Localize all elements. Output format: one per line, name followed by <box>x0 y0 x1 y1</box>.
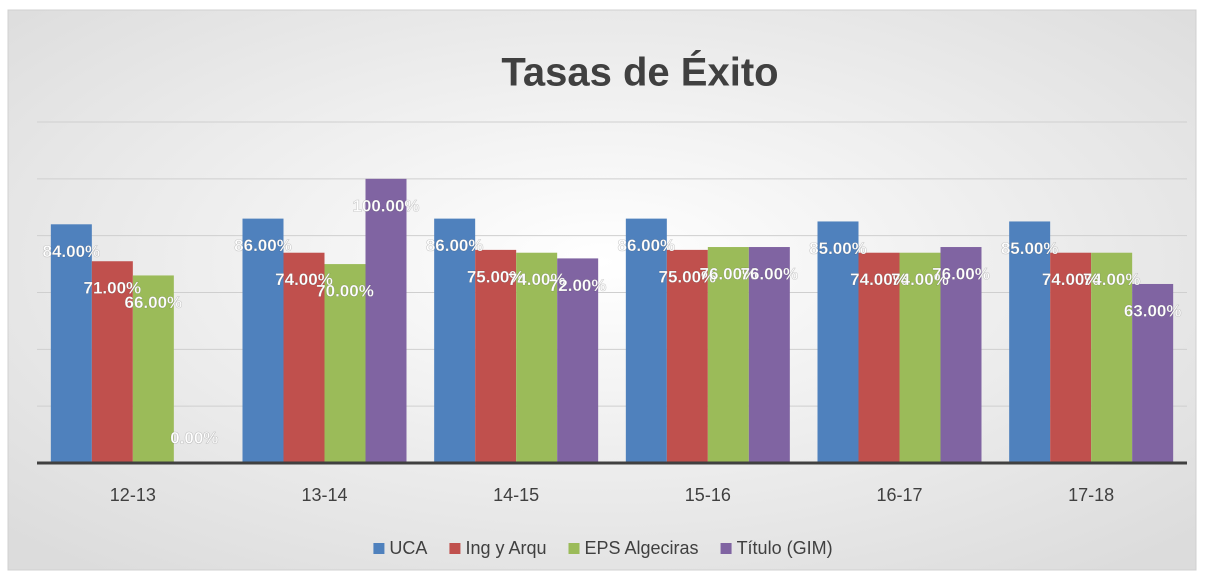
data-label: 72.00% <box>549 276 607 295</box>
bar <box>666 249 708 463</box>
legend-label: Ing y Arqu <box>465 538 546 558</box>
bar <box>132 275 174 463</box>
x-tick-label: 15-16 <box>685 485 731 505</box>
bar <box>858 252 900 463</box>
data-label: 70.00% <box>316 282 374 301</box>
data-label: 74.00% <box>1042 270 1100 289</box>
legend-swatch <box>373 543 385 554</box>
x-tick-label: 13-14 <box>301 485 347 505</box>
data-label: 100.00% <box>352 196 419 215</box>
data-label: 85.00% <box>809 239 867 258</box>
legend-swatch <box>720 543 732 554</box>
data-label: 75.00% <box>467 267 525 286</box>
data-label: 74.00% <box>508 270 566 289</box>
bar <box>899 252 941 463</box>
chart-background <box>7 9 1197 571</box>
data-label: 86.00% <box>426 236 484 255</box>
legend-swatch <box>568 543 580 554</box>
bar <box>1050 252 1092 463</box>
x-tick-label: 16-17 <box>876 485 922 505</box>
data-label: 75.00% <box>658 267 716 286</box>
bar <box>1009 221 1051 463</box>
data-label: 63.00% <box>1124 301 1182 320</box>
bar <box>748 247 790 463</box>
data-label: 85.00% <box>1001 239 1059 258</box>
bar <box>516 252 558 463</box>
data-label: 76.00% <box>699 265 757 284</box>
bar <box>283 252 325 463</box>
bar <box>817 221 859 463</box>
bar <box>475 249 517 463</box>
x-tick-label: 17-18 <box>1068 485 1114 505</box>
x-tick-label: 14-15 <box>493 485 539 505</box>
chart-title: Tasas de Éxito <box>501 50 778 95</box>
bar <box>557 258 599 463</box>
data-label: 71.00% <box>83 279 141 298</box>
data-label: 84.00% <box>42 242 100 261</box>
data-label: 86.00% <box>617 236 675 255</box>
bar <box>625 218 667 463</box>
bar <box>940 247 982 463</box>
data-label: 74.00% <box>1083 270 1141 289</box>
bar <box>1091 252 1133 463</box>
legend-label: UCA <box>389 538 427 558</box>
data-label: 76.00% <box>932 265 990 284</box>
legend-label: Título (GIM) <box>737 538 833 558</box>
bar <box>707 247 749 463</box>
data-label: 74.00% <box>891 270 949 289</box>
legend-swatch <box>449 543 461 554</box>
bar <box>1132 283 1174 463</box>
x-tick-label: 12-13 <box>110 485 156 505</box>
data-label: 66.00% <box>124 293 182 312</box>
bar <box>50 224 92 463</box>
data-label: 86.00% <box>234 236 292 255</box>
data-label: 74.00% <box>275 270 333 289</box>
bar <box>91 261 133 463</box>
bar <box>324 264 366 463</box>
data-label: 0.00% <box>170 428 218 447</box>
data-label: 76.00% <box>740 265 798 284</box>
legend-label: EPS Algeciras <box>585 538 699 558</box>
data-label: 74.00% <box>850 270 908 289</box>
bar <box>242 218 284 463</box>
bar <box>365 178 407 464</box>
bar <box>434 218 476 463</box>
